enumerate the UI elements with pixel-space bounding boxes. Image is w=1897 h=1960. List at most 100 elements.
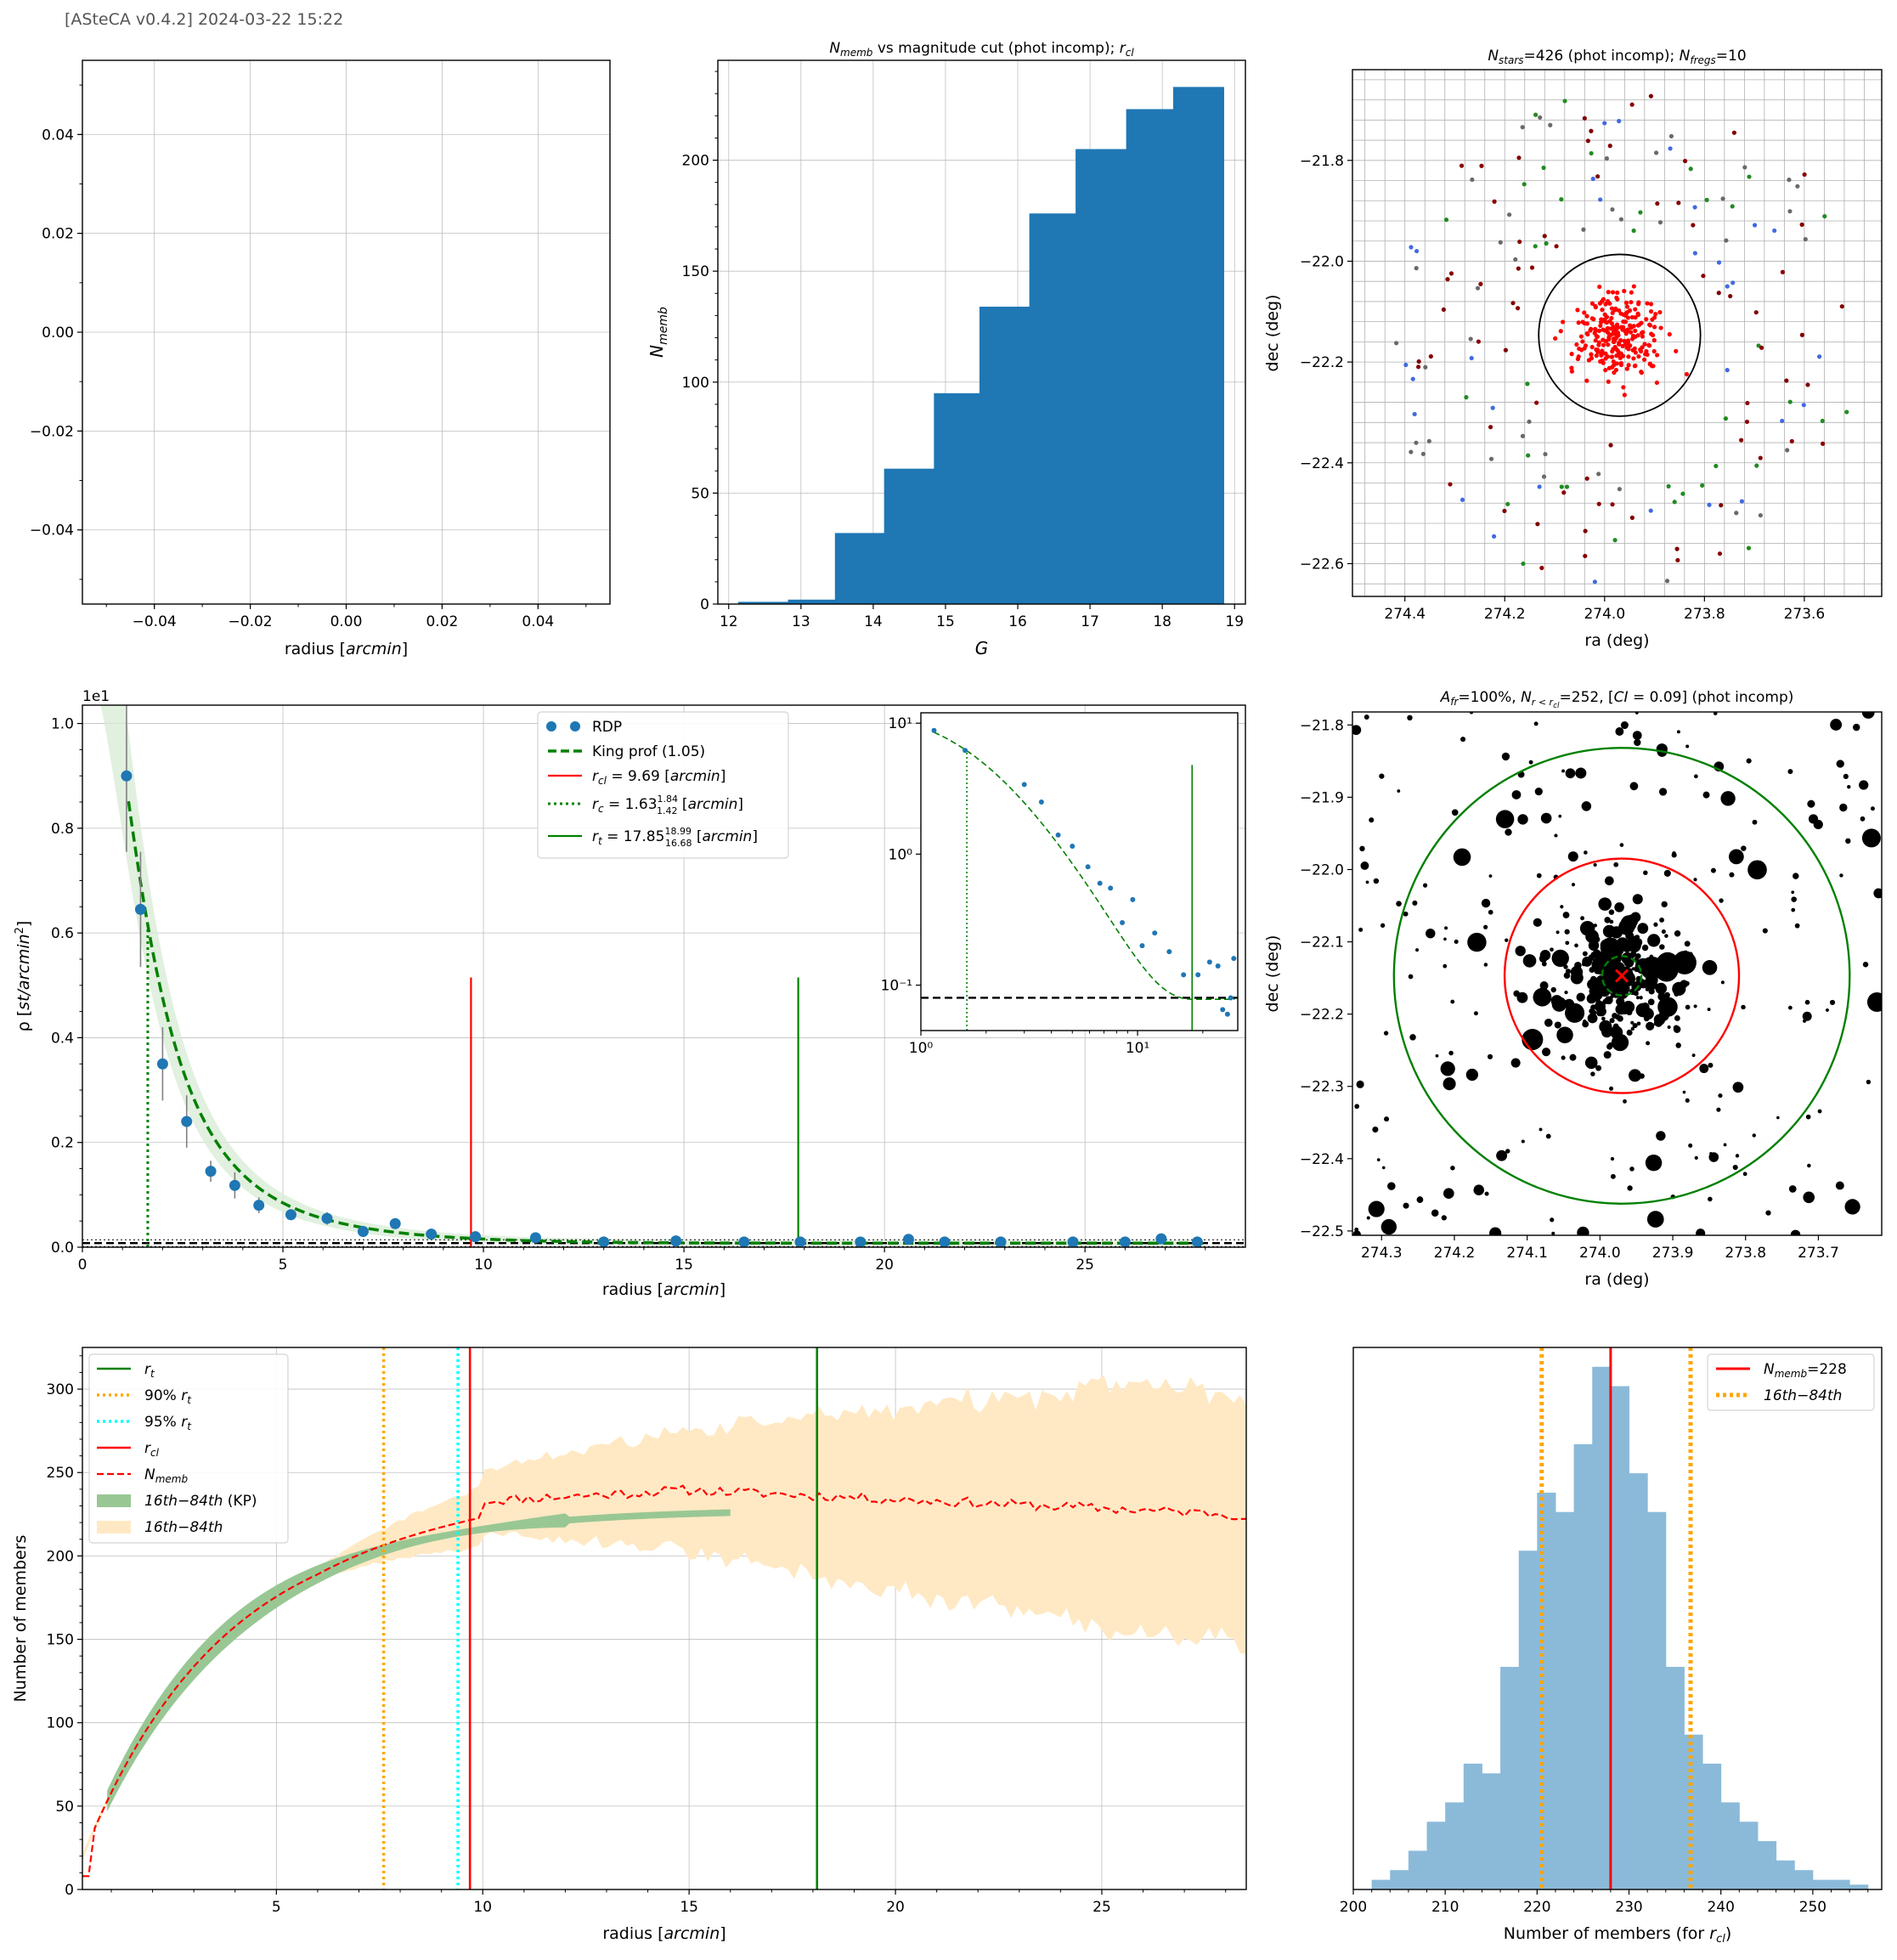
member-star: [1637, 322, 1642, 327]
member-star: [1604, 314, 1610, 319]
field-star: [1443, 1188, 1454, 1200]
field-star: [1505, 501, 1510, 506]
member-star: [1612, 344, 1618, 350]
field-star: [1675, 557, 1680, 562]
field-star: [1691, 1053, 1696, 1058]
member-star: [1601, 1016, 1606, 1021]
field-star: [1803, 236, 1808, 242]
member-star: [1642, 342, 1647, 347]
member-star: [1633, 315, 1638, 320]
member-star: [1632, 1023, 1638, 1029]
field-star: [1581, 227, 1586, 232]
member-star: [1614, 322, 1620, 327]
legend-label: King prof (1.05): [592, 743, 705, 760]
member-star: [1613, 367, 1619, 373]
member-star: [1593, 326, 1598, 331]
member-star: [1635, 311, 1640, 316]
field-star: [1403, 1202, 1409, 1209]
field-star: [1541, 165, 1546, 171]
member-star: [1636, 1021, 1641, 1026]
y-tick-label: −22.4: [1300, 455, 1344, 472]
field-star: [1675, 1042, 1681, 1048]
field-star: [1688, 167, 1693, 172]
member-star: [1655, 982, 1668, 995]
member-star: [1674, 348, 1679, 353]
field-star: [1441, 307, 1446, 312]
member-star: [1635, 954, 1640, 959]
member-star: [1632, 894, 1643, 905]
member-star: [1605, 354, 1611, 359]
inset-rdp-point: [1085, 864, 1091, 870]
field-star: [1776, 1116, 1780, 1120]
bars: [737, 87, 1224, 604]
x-axis-label: radius [arcmin]: [285, 640, 408, 658]
field-star: [1666, 483, 1671, 489]
field-star: [1735, 1154, 1740, 1158]
field-star: [1559, 484, 1564, 489]
field-star: [1609, 1086, 1614, 1091]
member-star: [1654, 380, 1659, 386]
x-tick-label: 0.00: [330, 613, 363, 630]
field-star: [1403, 911, 1409, 917]
field-star: [1691, 223, 1696, 228]
x-tick-label: 230: [1615, 1899, 1642, 1916]
member-star: [1674, 991, 1680, 997]
member-star: [1667, 331, 1672, 337]
member-star: [1594, 353, 1599, 359]
field-star: [1448, 1050, 1454, 1056]
field-star: [1543, 451, 1548, 457]
hist-bar: [1794, 1870, 1814, 1889]
field-star: [1510, 301, 1516, 306]
x-tick-label: 16: [1008, 613, 1027, 630]
member-star: [1631, 284, 1636, 289]
bar: [1029, 213, 1076, 604]
field-star: [1663, 869, 1671, 877]
member-star: [1620, 325, 1626, 330]
member-star: [1684, 940, 1691, 947]
field-star: [1730, 204, 1735, 209]
field-star: [1443, 937, 1447, 941]
cluster-radius-circle: [1538, 253, 1702, 417]
field-star: [1829, 999, 1836, 1006]
legend: RDP King prof (1.05) rcl = 9.69 [arcmin] rc…: [537, 711, 789, 859]
panel-cluster-region: 274.3 274.2 274.1 274.0 273.9 273.8 273.7 −21.8…: [1263, 689, 1883, 1289]
x-tick-label: 5: [272, 1899, 281, 1916]
rdp-point: [738, 1236, 750, 1247]
field-star: [1409, 449, 1414, 455]
y-axis-label: dec (deg): [1263, 295, 1282, 372]
member-star: [1596, 342, 1601, 347]
rdp-point: [670, 1235, 682, 1247]
member-star: [1605, 330, 1611, 335]
rdp-point: [205, 1166, 217, 1178]
field-star: [1510, 1058, 1521, 1068]
field-star: [1839, 803, 1848, 812]
field-star: [1752, 223, 1758, 228]
field-star: [1627, 1185, 1633, 1191]
bar: [934, 393, 980, 604]
legend-label: Nmemb=228: [1764, 1361, 1847, 1380]
field-star: [1483, 963, 1488, 967]
member-star: [1654, 1019, 1663, 1027]
legend: Nmemb=228 16th−84th: [1707, 1353, 1875, 1411]
hist-bar: [1573, 1443, 1593, 1889]
x-tick-label: 210: [1431, 1899, 1459, 1916]
legend: rt 90% rt 95% rt rcl Nmemb 16th−84th (KP) 16th…: [88, 1353, 289, 1544]
field-star: [1426, 928, 1436, 939]
y-tick-label: −21.8: [1300, 717, 1344, 734]
member-star: [1629, 290, 1634, 295]
member-star: [1576, 992, 1585, 1002]
field-star: [1602, 121, 1607, 126]
field-star: [1525, 381, 1530, 387]
field-star: [1648, 508, 1653, 513]
x-tick-label: 25: [1076, 1257, 1094, 1274]
field-star: [1728, 293, 1733, 299]
field-star: [1408, 974, 1414, 980]
field-star: [1787, 399, 1793, 404]
field-star: [1752, 1133, 1756, 1138]
legend-marker: [546, 721, 556, 731]
x-tick-label: 240: [1707, 1899, 1734, 1916]
member-star: [1621, 923, 1628, 929]
legend-label: 16th−84th: [144, 1519, 223, 1536]
member-star: [1639, 996, 1643, 1000]
field-star: [1505, 1149, 1510, 1154]
